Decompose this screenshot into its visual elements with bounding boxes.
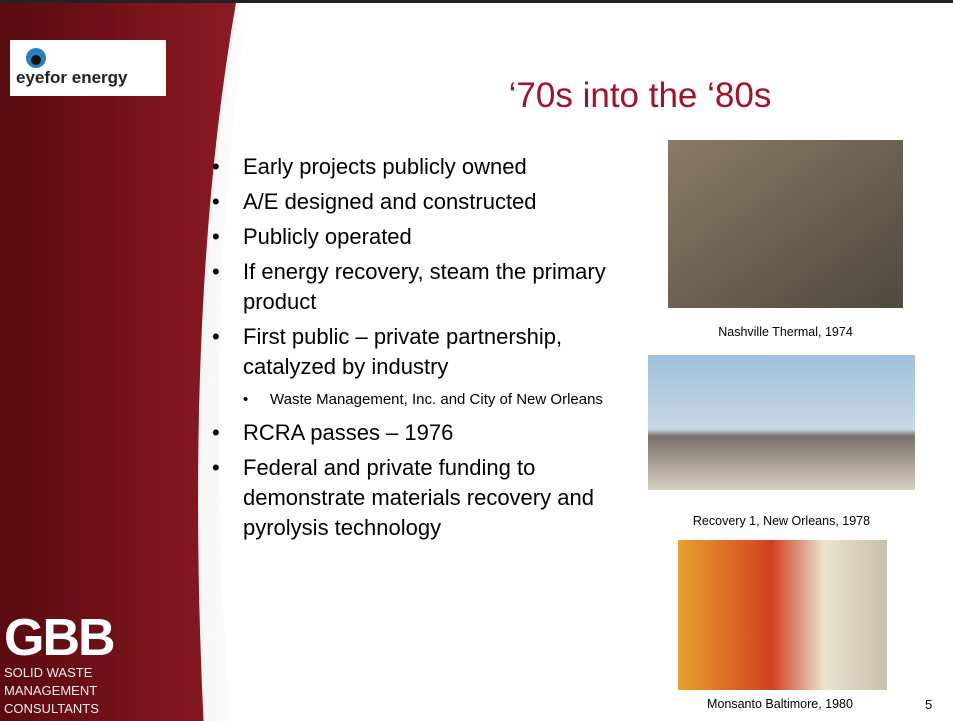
sub-bullet: Waste Management, Inc. and City of New O… [243,386,632,413]
logo-text: eyefor energy [16,68,128,87]
page-number: 5 [925,697,933,712]
bullet-text: A/E designed and constructed [243,189,537,214]
sub-list: Waste Management, Inc. and City of New O… [243,386,632,413]
gbb-line: MANAGEMENT [4,683,98,698]
photo-nashville [668,140,903,308]
bullet: If energy recovery, steam the primary pr… [212,257,632,317]
caption: Recovery 1, New Orleans, 1978 [692,514,871,528]
gbb-line: SOLID WASTE [4,665,93,680]
bullet: Early projects publicly owned [212,152,632,182]
gbb-logo: GBB SOLID WASTE MANAGEMENT CONSULTANTS [4,612,154,718]
bullet-text: First public – private partnership, cata… [243,324,563,379]
bullet-list: Early projects publicly owned A/E designe… [212,152,632,548]
bullet-text: Federal and private funding to demonstra… [243,455,594,540]
photo-recovery [648,355,915,490]
gbb-line: CONSULTANTS [4,701,99,716]
top-rule [0,0,953,3]
gbb-name: GBB [4,609,116,667]
bullet: Federal and private funding to demonstra… [212,453,632,543]
bullet-text: RCRA passes – 1976 [243,420,454,445]
bullet: Publicly operated [212,222,632,252]
bullet-text: Early projects publicly owned [243,154,527,179]
curve [198,0,240,721]
photo-monsanto [678,540,887,690]
caption: Monsanto Baltimore, 1980 [707,697,853,711]
eyeforenergy-logo: eyefor energy [10,40,166,96]
bullet: A/E designed and constructed [212,187,632,217]
bullet-text: Publicly operated [243,224,412,249]
maroon-band [0,0,238,721]
bullet-text: If energy recovery, steam the primary pr… [243,259,606,314]
bullet: First public – private partnership, cata… [212,322,632,413]
bullet: RCRA passes – 1976 [212,418,632,448]
caption: Nashville Thermal, 1974 [718,325,853,339]
slide-title: ‘70s into the ‘80s [508,76,772,115]
logo-icon [26,48,46,68]
